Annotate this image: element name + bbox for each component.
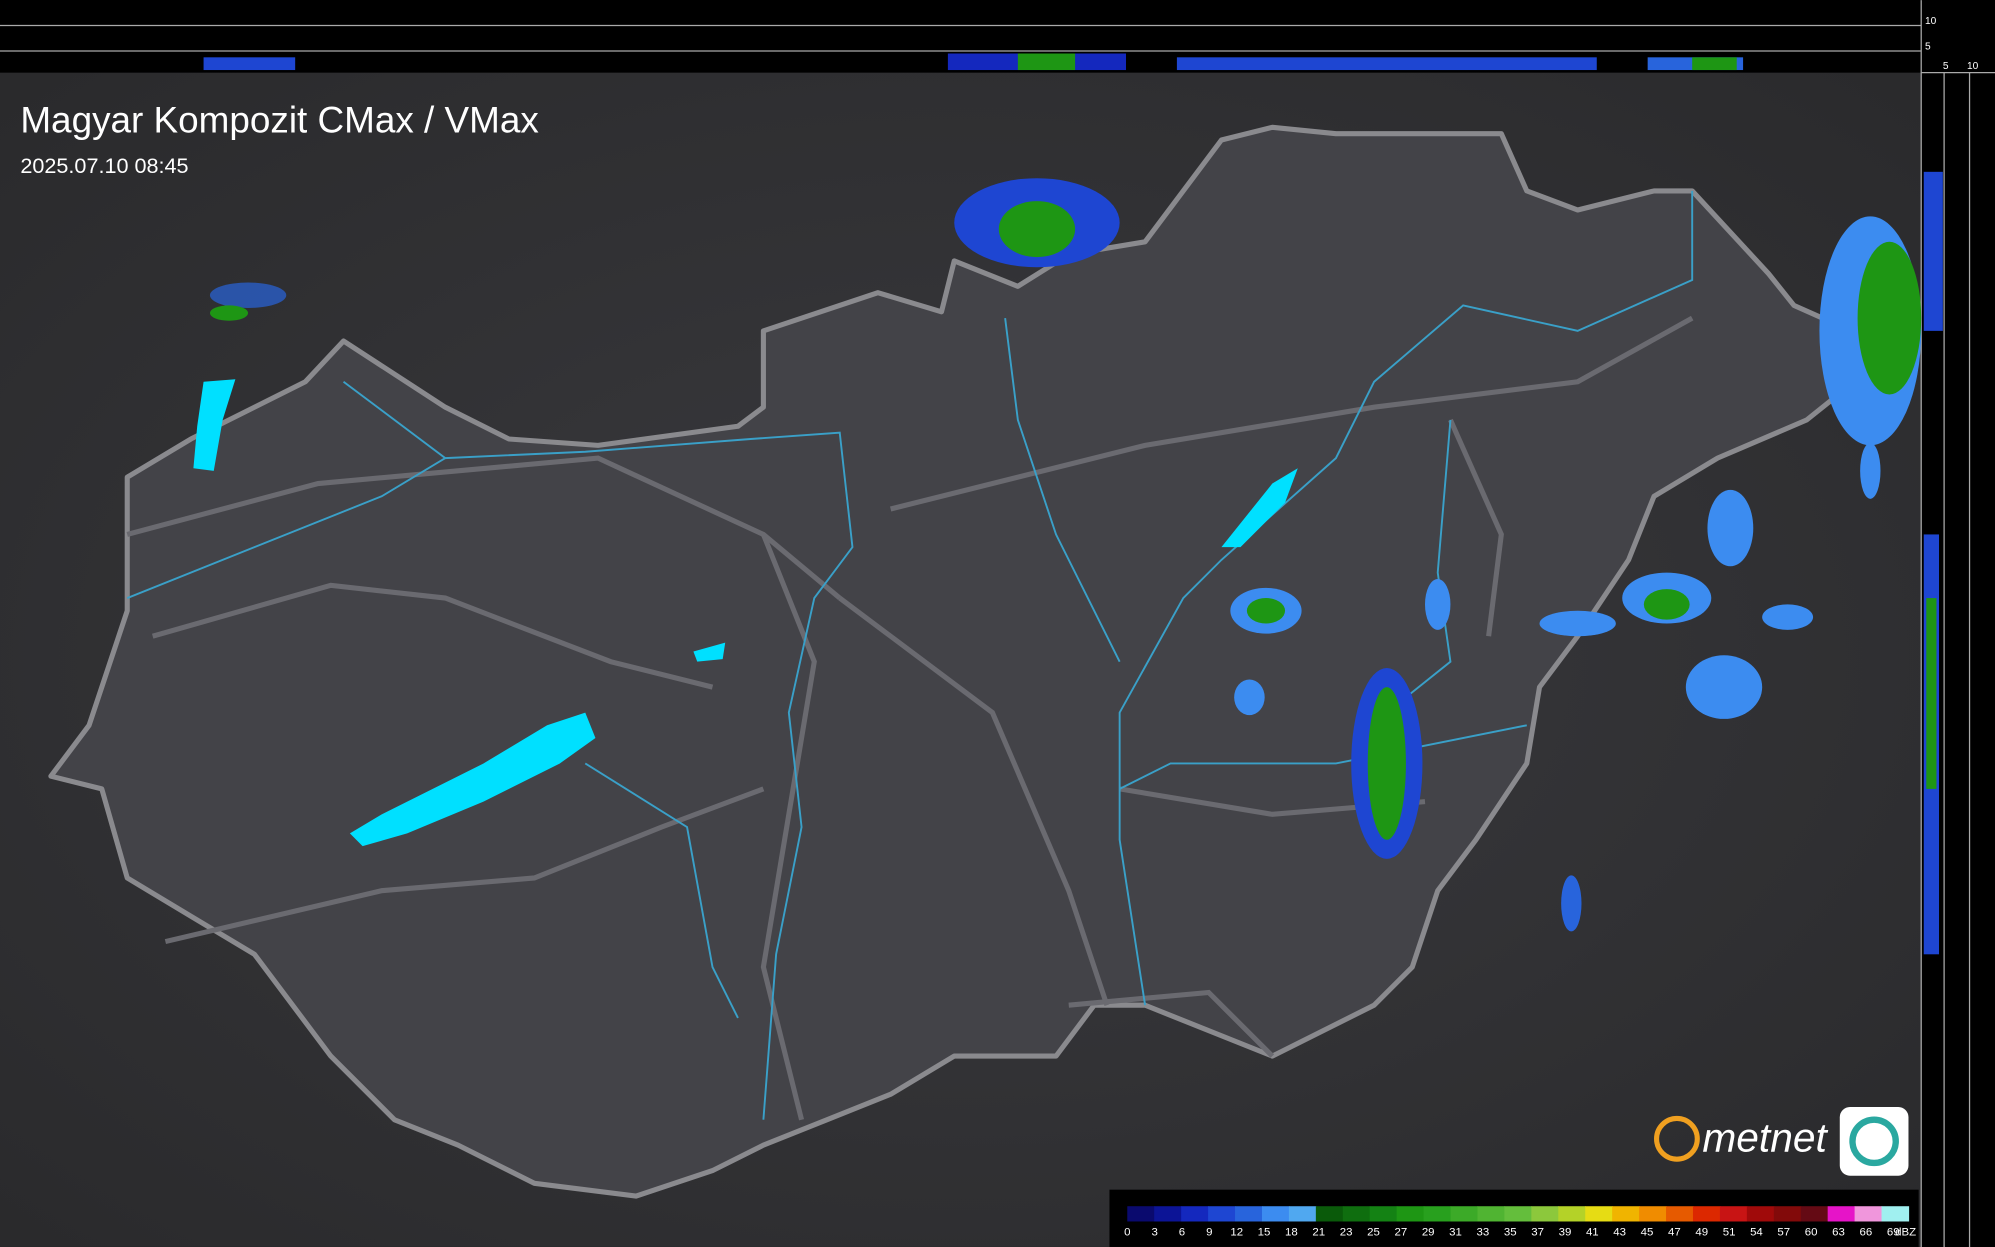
legend-label: 33 xyxy=(1477,1226,1490,1238)
legend-label: 69 xyxy=(1887,1226,1900,1238)
legend-swatch xyxy=(1235,1206,1263,1222)
legend-label: 54 xyxy=(1750,1226,1763,1238)
scale-label: 5 xyxy=(1925,42,1931,53)
lakes xyxy=(193,379,1298,847)
legend-swatch xyxy=(1369,1206,1398,1222)
legend-unit: dBZ xyxy=(1895,1226,1916,1238)
scale-label: 10 xyxy=(1967,61,1979,72)
legend-swatch xyxy=(1531,1206,1559,1222)
legend-swatch xyxy=(1827,1206,1856,1222)
legend-swatch xyxy=(1585,1206,1613,1222)
legend-swatch xyxy=(1181,1206,1209,1222)
legend-label: 25 xyxy=(1367,1226,1380,1238)
legend-label: 43 xyxy=(1613,1226,1626,1238)
legend-swatch xyxy=(1396,1206,1425,1222)
legend-label: 27 xyxy=(1394,1226,1407,1238)
legend-label: 12 xyxy=(1230,1226,1243,1238)
legend-swatch xyxy=(1719,1206,1748,1222)
strip-echoes xyxy=(203,53,1744,71)
legend-swatch xyxy=(1666,1206,1694,1222)
legend-label: 57 xyxy=(1777,1226,1790,1238)
legend: 0 3 6 9 12 15 18 21 23 25 27 29 31 33 35 37 39 41 43 45 47 49… xyxy=(1124,1206,1916,1238)
legend-swatch xyxy=(1450,1206,1479,1222)
legend-label: 29 xyxy=(1422,1226,1435,1238)
legend-label: 21 xyxy=(1312,1226,1325,1238)
strip-echo xyxy=(1926,598,1937,789)
timestamp: 2025.07.10 08:45 xyxy=(20,153,188,178)
legend-swatch xyxy=(1208,1206,1236,1222)
legend-swatch xyxy=(1800,1206,1829,1222)
brand-logo: metnet xyxy=(1654,1106,1909,1176)
legend-label: 18 xyxy=(1285,1226,1298,1238)
legend-swatch xyxy=(1773,1206,1802,1222)
legend-swatch xyxy=(1154,1206,1182,1222)
legend-label: 39 xyxy=(1559,1226,1572,1238)
scale-label: 5 xyxy=(1943,61,1949,72)
legend-label: 66 xyxy=(1859,1226,1872,1238)
legend-swatch xyxy=(1342,1206,1371,1222)
legend-label: 47 xyxy=(1668,1226,1681,1238)
legend-label: 51 xyxy=(1723,1226,1736,1238)
legend-swatch xyxy=(1127,1206,1155,1222)
legend-label: 0 xyxy=(1124,1226,1130,1238)
legend-swatch xyxy=(1261,1206,1290,1222)
legend-label: 6 xyxy=(1179,1226,1185,1238)
legend-label: 45 xyxy=(1641,1226,1654,1238)
legend-swatch xyxy=(1504,1206,1532,1222)
legend-swatch xyxy=(1423,1206,1452,1222)
legend-swatch xyxy=(1881,1206,1910,1222)
radar-echoes xyxy=(209,178,1922,932)
brand-name: metnet xyxy=(1702,1115,1828,1161)
legend-swatch xyxy=(1612,1206,1640,1222)
legend-label: 9 xyxy=(1206,1226,1212,1238)
legend-label: 35 xyxy=(1504,1226,1517,1238)
rivers xyxy=(126,190,1694,1120)
legend-swatch xyxy=(1854,1206,1883,1222)
legend-label: 3 xyxy=(1151,1226,1157,1238)
legend-label: 41 xyxy=(1586,1226,1599,1238)
legend-swatch xyxy=(1477,1206,1506,1222)
legend-swatch xyxy=(1639,1206,1667,1222)
legend-label: 49 xyxy=(1695,1226,1708,1238)
legend-swatch xyxy=(1558,1206,1586,1222)
scale-label: 10 xyxy=(1925,16,1937,27)
legend-swatch xyxy=(1315,1206,1344,1222)
legend-label: 63 xyxy=(1832,1226,1845,1238)
legend-swatch xyxy=(1288,1206,1317,1222)
legend-label: 60 xyxy=(1805,1226,1818,1238)
legend-swatch xyxy=(1746,1206,1775,1222)
legend-label: 31 xyxy=(1449,1226,1462,1238)
title: Magyar Kompozit CMax / VMax xyxy=(20,99,539,140)
legend-label: 37 xyxy=(1531,1226,1544,1238)
legend-swatch xyxy=(1692,1206,1721,1222)
legend-label: 15 xyxy=(1258,1226,1271,1238)
strip-echo xyxy=(1923,171,1943,331)
legend-label: 23 xyxy=(1340,1226,1353,1238)
county-borders xyxy=(126,315,1694,1121)
